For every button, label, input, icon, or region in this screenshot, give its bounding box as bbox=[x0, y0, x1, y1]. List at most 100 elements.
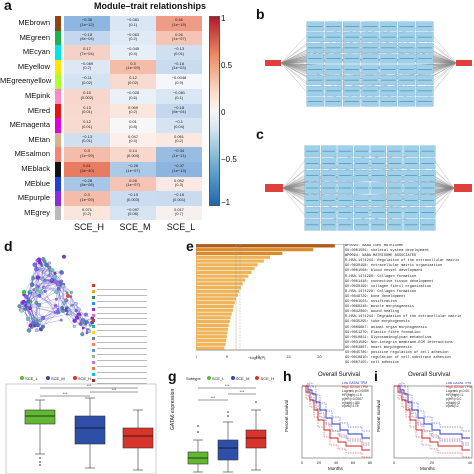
cell-pvalue: (0.02) bbox=[127, 79, 139, 85]
km-tick: 40 bbox=[334, 460, 339, 465]
enrichment-term-list: WP0094: NABA CORE MATRISOME GO:0001501: s… bbox=[345, 244, 473, 366]
enrichment-term: GO:0031589: Non-integrin membrane-ECM in… bbox=[345, 340, 453, 345]
heatmap-title: Module–trait relationships bbox=[93, 1, 207, 11]
cell-correlation: −0.16 bbox=[173, 60, 185, 66]
enrichment-term: GO:0010811: Glycosaminoglycan metabolism bbox=[345, 335, 432, 340]
network-node bbox=[50, 268, 55, 273]
heatmap-cell: 0.071 (0.2) bbox=[64, 205, 110, 221]
module-label: MEgreen bbox=[19, 32, 50, 42]
panel-label-e: e bbox=[186, 238, 194, 254]
km-legend-item: Low GATA6 TPM bbox=[342, 381, 368, 385]
network-node bbox=[35, 258, 39, 262]
network-node bbox=[84, 312, 88, 317]
heatmap-column-label: SCE_L bbox=[166, 222, 196, 232]
cell-correlation: 0.017 bbox=[173, 206, 184, 212]
cell-correlation: −0.13 bbox=[173, 46, 185, 52]
enrichment-bar bbox=[196, 282, 243, 286]
enrichment-term: GO:0042060: wound healing bbox=[345, 310, 399, 315]
cell-pvalue: (0.6) bbox=[128, 94, 138, 100]
module-label: MEmagenta bbox=[9, 120, 50, 130]
cell-correlation: 0.052 bbox=[173, 177, 184, 183]
enrichment-term: GO:0061448: connective tissue developmen… bbox=[345, 279, 434, 284]
network-node bbox=[40, 277, 45, 282]
cell-pvalue: (0.002) bbox=[80, 94, 94, 100]
enrichment-bar bbox=[196, 274, 249, 278]
network-node bbox=[33, 292, 38, 297]
module-label: MEcyan bbox=[22, 47, 50, 57]
network-c bbox=[265, 145, 472, 231]
network-node bbox=[71, 303, 74, 307]
heatmap-cell: −0.16 (0.001) bbox=[156, 191, 202, 206]
network-node bbox=[24, 294, 29, 299]
km-h-ylabel: Percent survival bbox=[284, 399, 289, 432]
enrichment-bar bbox=[196, 267, 255, 271]
network-node bbox=[78, 315, 81, 318]
network-node bbox=[61, 284, 66, 289]
km-tick: 0 bbox=[301, 460, 304, 465]
network-node bbox=[62, 301, 67, 305]
module-label: MEblue bbox=[24, 178, 50, 188]
module-color-swatch bbox=[55, 118, 61, 133]
module-color-swatch bbox=[55, 89, 61, 104]
cell-correlation: 0.061 bbox=[173, 133, 184, 139]
legend-d-item bbox=[92, 289, 178, 296]
heatmap-cell: −0.0048 (0.9) bbox=[156, 74, 202, 89]
enrichment-term: R-HSA-1474290: Collagen formation bbox=[345, 274, 417, 279]
heatmap-cell: 0.3 (1e−09) bbox=[64, 191, 110, 206]
cell-correlation: −0.15 bbox=[127, 192, 139, 198]
enrichment-term: GO:0003007: heart morphogenesis bbox=[345, 345, 412, 350]
km-legend-item: n(high)=2 bbox=[446, 400, 461, 405]
barchart-tick: 20 bbox=[317, 354, 322, 359]
network-node bbox=[37, 302, 42, 307]
cell-pvalue: (0.003) bbox=[126, 196, 140, 202]
km-legend-item: n(low)=178 bbox=[342, 404, 359, 409]
enrichment-bar bbox=[196, 251, 283, 256]
heatmap-cell: 0.12 (0.02) bbox=[110, 74, 156, 89]
boxplot-f: *** *** *** bbox=[5, 383, 157, 474]
cell-correlation: 0.46 bbox=[175, 17, 183, 22]
network-node bbox=[85, 320, 89, 324]
cell-correlation: 0.15 bbox=[83, 90, 91, 95]
heatmap-cell: −0.097 (0.06) bbox=[110, 205, 156, 221]
box bbox=[24, 409, 56, 425]
hub-node-left bbox=[265, 60, 281, 66]
legend-d-item bbox=[92, 337, 178, 344]
cell-pvalue: (0.4) bbox=[128, 50, 138, 56]
legend-d-item bbox=[92, 295, 178, 302]
svg-text:***: *** bbox=[225, 383, 230, 388]
enrichment-term: GO:0001568: blood vessel development bbox=[345, 269, 423, 274]
network-node bbox=[44, 262, 49, 268]
heatmap-cell: −0.11 (0.02) bbox=[64, 74, 110, 89]
legend-d-item bbox=[92, 331, 178, 338]
cell-correlation: 0.3 bbox=[130, 60, 136, 66]
cell-correlation: 0.17 bbox=[83, 46, 91, 52]
cell-correlation: −0.1 bbox=[175, 119, 183, 125]
barchart-axis-label: −log10(P) bbox=[248, 355, 266, 360]
enrichment-term: GO:0010810: regulation of cell-substrate… bbox=[345, 356, 451, 361]
network-node bbox=[56, 286, 61, 291]
cell-pvalue: (6e−04) bbox=[172, 109, 186, 115]
cell-pvalue: (0.001) bbox=[172, 196, 186, 202]
network-node bbox=[58, 295, 62, 299]
cell-correlation: −0.26 bbox=[127, 163, 139, 168]
legend-d-item bbox=[92, 313, 178, 320]
heatmap-cell: 0.15 (0.002) bbox=[64, 89, 110, 104]
network-node bbox=[39, 327, 43, 331]
cell-pvalue: (0.7) bbox=[174, 211, 184, 217]
svg-text:***: *** bbox=[87, 383, 92, 388]
cell-pvalue: (0.1) bbox=[174, 94, 184, 100]
network-node bbox=[87, 329, 92, 334]
enrichment-bar bbox=[196, 320, 230, 324]
network-node bbox=[65, 291, 69, 295]
panel-g-ylabel: GATA6 expression bbox=[170, 388, 176, 430]
enrichment-barchart: 0 5 10 15 20 bbox=[196, 244, 345, 359]
heatmap-cell: −0.36 (1e−12) bbox=[64, 16, 110, 31]
enrichment-bar bbox=[196, 304, 234, 309]
network-node bbox=[88, 323, 93, 327]
hub-node-right bbox=[454, 184, 472, 192]
km-tick: 40 bbox=[468, 460, 473, 465]
module-label: MEsalmon bbox=[14, 149, 50, 159]
network-node bbox=[81, 326, 85, 330]
svg-text:***: *** bbox=[63, 391, 68, 396]
cell-correlation: −0.34 bbox=[173, 148, 185, 154]
